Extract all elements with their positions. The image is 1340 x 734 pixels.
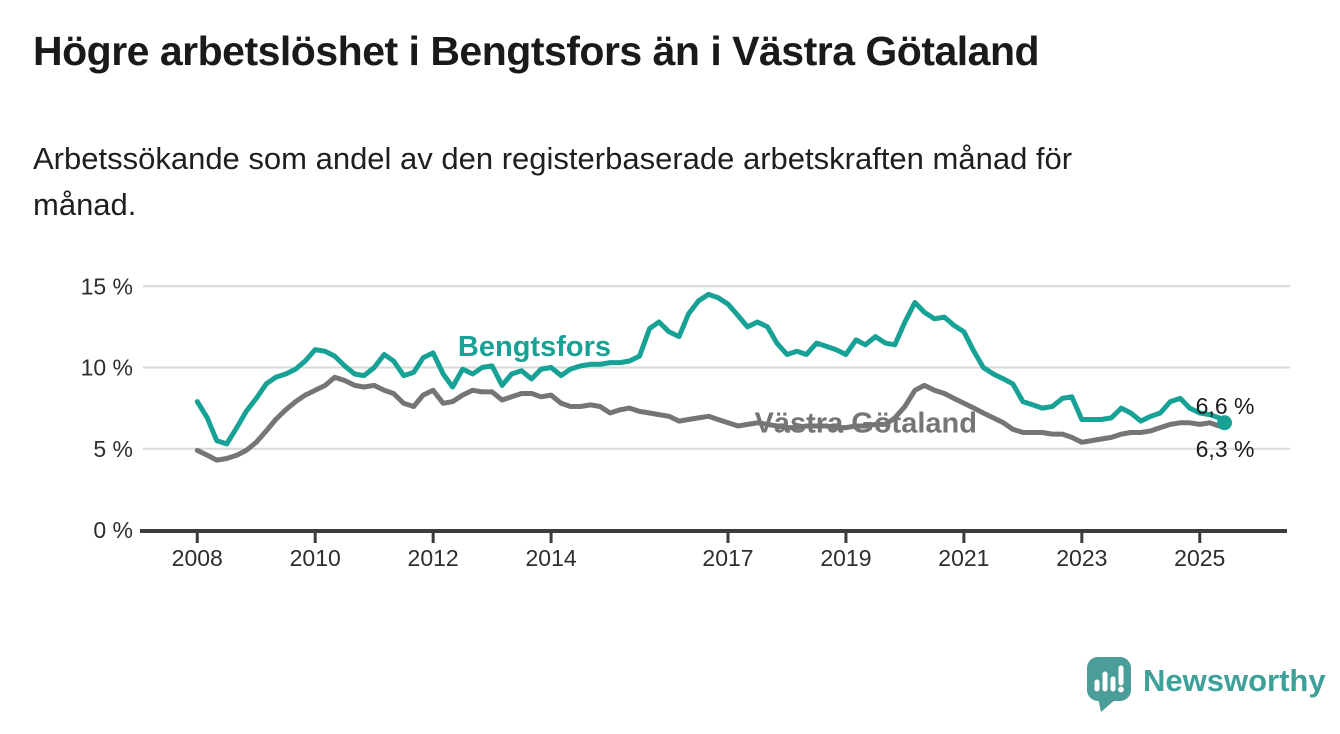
y-axis-tick-label: 0 % — [93, 517, 133, 543]
bengtsfors-series-label: Bengtsfors — [458, 331, 611, 363]
x-axis-tick-label: 2017 — [702, 545, 753, 571]
newsworthy-bar-chart-bubble-icon — [1087, 657, 1131, 712]
vastra-gotaland-end-value-label: 6,3 % — [1196, 436, 1255, 462]
bengtsfors-end-dot — [1217, 415, 1233, 431]
y-axis-tick-label: 5 % — [93, 436, 133, 462]
x-axis-tick-label: 2019 — [820, 545, 871, 571]
x-axis-tick-label: 2008 — [172, 545, 223, 571]
newsworthy-logo: Newsworthy — [1086, 656, 1326, 713]
y-axis-tick-label: 10 % — [81, 355, 133, 381]
page-title: Högre arbetslöshet i Bengtsfors än i Väs… — [33, 28, 1040, 74]
bengtsfors-end-value-label: 6,6 % — [1196, 393, 1255, 419]
x-axis-tick-label: 2021 — [938, 545, 989, 571]
v-stra-g-taland-line — [194, 374, 1227, 463]
x-axis-tick-label: 2014 — [525, 545, 576, 571]
vastra-gotaland-series-label: Västra Götaland — [755, 408, 977, 440]
bengtsfors-line — [194, 291, 1227, 447]
page-subtitle: Arbetssökande som andel av den registerb… — [33, 141, 1073, 222]
x-axis-tick-label: 2010 — [290, 545, 341, 571]
x-axis-tick-label: 2012 — [408, 545, 459, 571]
newsworthy-brand-text: Newsworthy — [1143, 662, 1326, 698]
x-axis-tick-label: 2025 — [1174, 545, 1225, 571]
x-axis-tick-label: 2023 — [1056, 545, 1107, 571]
y-axis-tick-label: 15 % — [81, 273, 133, 299]
